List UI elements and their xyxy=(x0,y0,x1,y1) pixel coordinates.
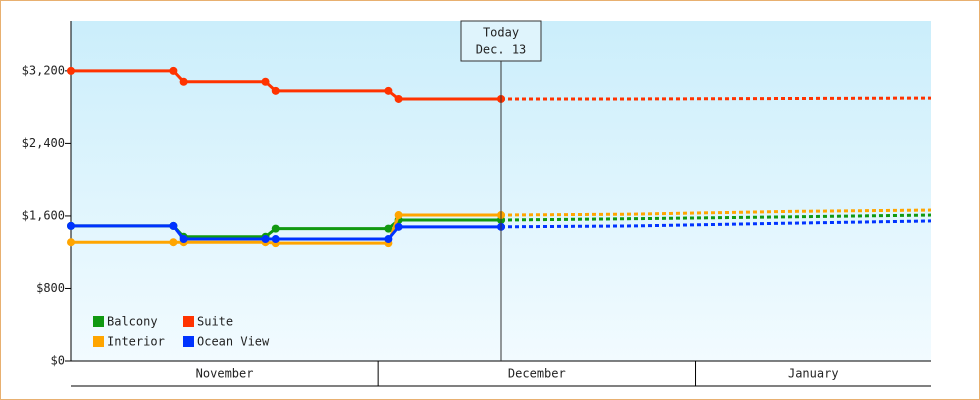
legend-label: Interior xyxy=(107,335,165,349)
point xyxy=(384,235,393,244)
x-tick-label: December xyxy=(508,367,566,381)
y-tick-label: $1,600 xyxy=(22,208,65,222)
y-tick-label: $2,400 xyxy=(22,136,65,150)
y-tick-label: $3,200 xyxy=(22,63,65,77)
legend-label: Ocean View xyxy=(197,335,270,349)
point xyxy=(169,66,178,75)
legend-swatch xyxy=(183,336,194,347)
series-forecast-line xyxy=(500,213,932,222)
point xyxy=(179,235,188,244)
y-tick-label: $800 xyxy=(36,281,65,295)
series-forecast-line xyxy=(500,219,932,229)
point xyxy=(384,86,393,95)
point xyxy=(394,222,403,231)
point xyxy=(271,86,280,95)
point xyxy=(67,66,75,75)
point xyxy=(271,224,280,233)
legend-label: Suite xyxy=(197,315,233,329)
point xyxy=(261,235,270,244)
series-forecast-line xyxy=(501,96,932,101)
x-tick-label: January xyxy=(788,367,839,381)
point xyxy=(67,238,75,247)
today-date: Dec. 13 xyxy=(476,43,527,57)
today-title: Today xyxy=(483,26,519,40)
legend-swatch xyxy=(93,336,104,347)
point xyxy=(67,221,75,230)
point xyxy=(384,224,393,233)
point xyxy=(169,238,178,247)
series-forecast-line xyxy=(500,208,932,217)
point xyxy=(261,77,270,86)
point xyxy=(394,211,403,220)
point xyxy=(169,221,178,230)
point xyxy=(394,94,403,103)
legend-swatch xyxy=(183,316,194,327)
legend-swatch xyxy=(93,316,104,327)
x-tick-label: November xyxy=(196,367,254,381)
y-tick-label: $0 xyxy=(51,354,65,368)
legend-label: Balcony xyxy=(107,315,158,329)
point xyxy=(179,77,188,86)
today-box xyxy=(460,20,542,62)
point xyxy=(271,235,280,244)
